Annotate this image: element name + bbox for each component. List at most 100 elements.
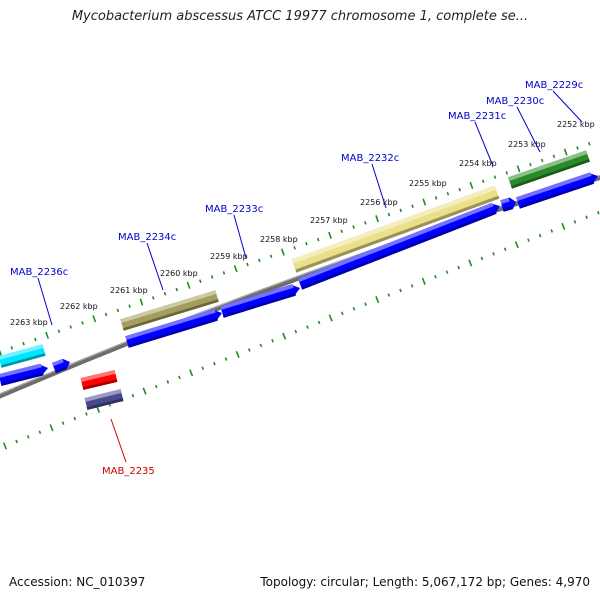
scale-tick	[375, 296, 380, 304]
gene-leader-line	[146, 242, 164, 291]
feature-shadow	[127, 317, 219, 348]
gene-label-mab-2235[interactable]: MAB_2235	[102, 466, 155, 477]
gene-mab-2230c-body[interactable]	[516, 170, 600, 209]
scale-tick	[434, 274, 437, 279]
scale-tick	[199, 279, 202, 283]
scale-label: 2259 kbp	[210, 252, 248, 261]
gene-mab-2231c-body[interactable]	[500, 196, 517, 212]
feature-shadow	[55, 366, 67, 374]
feature-highlight	[0, 363, 42, 378]
scale-tick	[201, 366, 205, 371]
gene-mab-2235-slate[interactable]	[84, 389, 124, 410]
gene-mab-2235-red[interactable]	[80, 370, 118, 390]
gene-mab-2234c-body[interactable]	[125, 307, 224, 348]
page-title: Mycobacterium abscessus ATCC 19977 chrom…	[71, 9, 529, 24]
scale-tick	[186, 281, 191, 289]
gene-mab-2233c-body[interactable]	[220, 282, 302, 318]
gene-mab-2229c-outer[interactable]	[508, 150, 590, 189]
scale-tick	[410, 284, 414, 288]
feature-shadow	[295, 195, 500, 273]
scale-tick	[0, 349, 2, 356]
feature-body	[125, 309, 223, 348]
scale-tick	[246, 262, 249, 267]
gene-label-mab-2231c[interactable]: MAB_2231c	[448, 111, 506, 122]
feature-shadow	[222, 292, 297, 318]
gene-small-blue[interactable]	[52, 357, 72, 374]
gene-label-mab-2233c[interactable]: MAB_2233c	[205, 204, 263, 215]
scale-tick	[282, 332, 287, 340]
scale-label: 2257 kbp	[310, 216, 348, 225]
scale-tick	[73, 416, 77, 421]
gene-leader-line	[371, 163, 387, 209]
scale-label: 2255 kbp	[409, 179, 447, 188]
scale-tick	[538, 233, 542, 238]
scale-tick	[364, 302, 367, 306]
feature-shadow	[502, 206, 512, 212]
scale-tick	[131, 393, 135, 398]
gene-label-mab-2229c[interactable]: MAB_2229c	[525, 80, 583, 91]
scale-tick	[142, 387, 147, 395]
scale-tick	[328, 314, 333, 322]
scale-tick	[411, 204, 414, 209]
gene-mab-2236c-inner[interactable]	[0, 362, 49, 386]
scale-tick	[481, 179, 485, 184]
feature-shadow	[301, 211, 497, 290]
scale-tick	[387, 293, 391, 297]
scale-tick	[516, 165, 521, 173]
scale-tick	[387, 212, 391, 217]
scale-tick	[210, 275, 214, 279]
gene-leader-line	[37, 277, 53, 326]
scale-tick	[399, 288, 402, 293]
scale-tick	[445, 270, 449, 274]
feature-shadow	[122, 299, 219, 331]
scale-label: 2262 kbp	[60, 302, 98, 311]
scale-tick	[480, 256, 484, 261]
gene-label-mab-2232c[interactable]: MAB_2232c	[341, 153, 399, 164]
scale-tick	[92, 315, 97, 323]
feature-shadow	[86, 398, 124, 410]
scale-tick	[294, 329, 298, 334]
scale-tick	[269, 254, 273, 258]
scale-tick	[45, 331, 50, 339]
scale-tick	[421, 277, 426, 285]
gene-mab-2232c-outer[interactable]	[291, 185, 500, 273]
scale-tick	[364, 221, 367, 225]
gene-leader-line	[516, 106, 541, 153]
scale-tick	[128, 304, 131, 308]
scale-label: 2258 kbp	[260, 235, 298, 244]
gene-label-mab-2230c[interactable]: MAB_2230c	[486, 96, 544, 107]
gene-mab-2234c-outer[interactable]	[120, 290, 219, 331]
feature-highlight	[220, 284, 294, 310]
feature-body	[220, 284, 301, 318]
scale-tick	[104, 312, 108, 317]
scale-label: 2252 kbp	[557, 120, 595, 129]
gene-leader-line	[233, 214, 247, 259]
scale-tick	[561, 222, 566, 230]
scale-tick	[163, 291, 167, 296]
scale-tick	[328, 231, 332, 239]
scale-tick	[22, 341, 25, 346]
scale-tick	[178, 375, 181, 380]
scale-label: 2261 kbp	[110, 286, 148, 295]
scale-label: 2263 kbp	[10, 318, 48, 327]
scale-tick	[457, 265, 461, 270]
gene-label-mab-2234c[interactable]: MAB_2234c	[118, 232, 176, 243]
scale-tick	[576, 146, 579, 150]
scale-tick	[166, 380, 170, 384]
scale-tick	[505, 171, 509, 175]
gene-label-mab-2236c[interactable]: MAB_2236c	[10, 267, 68, 278]
gene-mab-2236c-outer[interactable]	[0, 344, 46, 368]
scale-label: 2256 kbp	[360, 198, 398, 207]
scale-tick	[552, 154, 556, 159]
scale-tick	[422, 198, 427, 206]
scale-tick	[139, 298, 144, 306]
scale-tick	[85, 412, 88, 416]
scale-tick	[81, 321, 84, 325]
gene-mab-2232c-body[interactable]	[297, 200, 502, 290]
feature-highlight	[516, 172, 592, 201]
scale-tick	[151, 296, 155, 300]
scale-tick	[493, 175, 497, 179]
scale-tick	[57, 329, 61, 333]
scale-tick	[34, 337, 37, 342]
